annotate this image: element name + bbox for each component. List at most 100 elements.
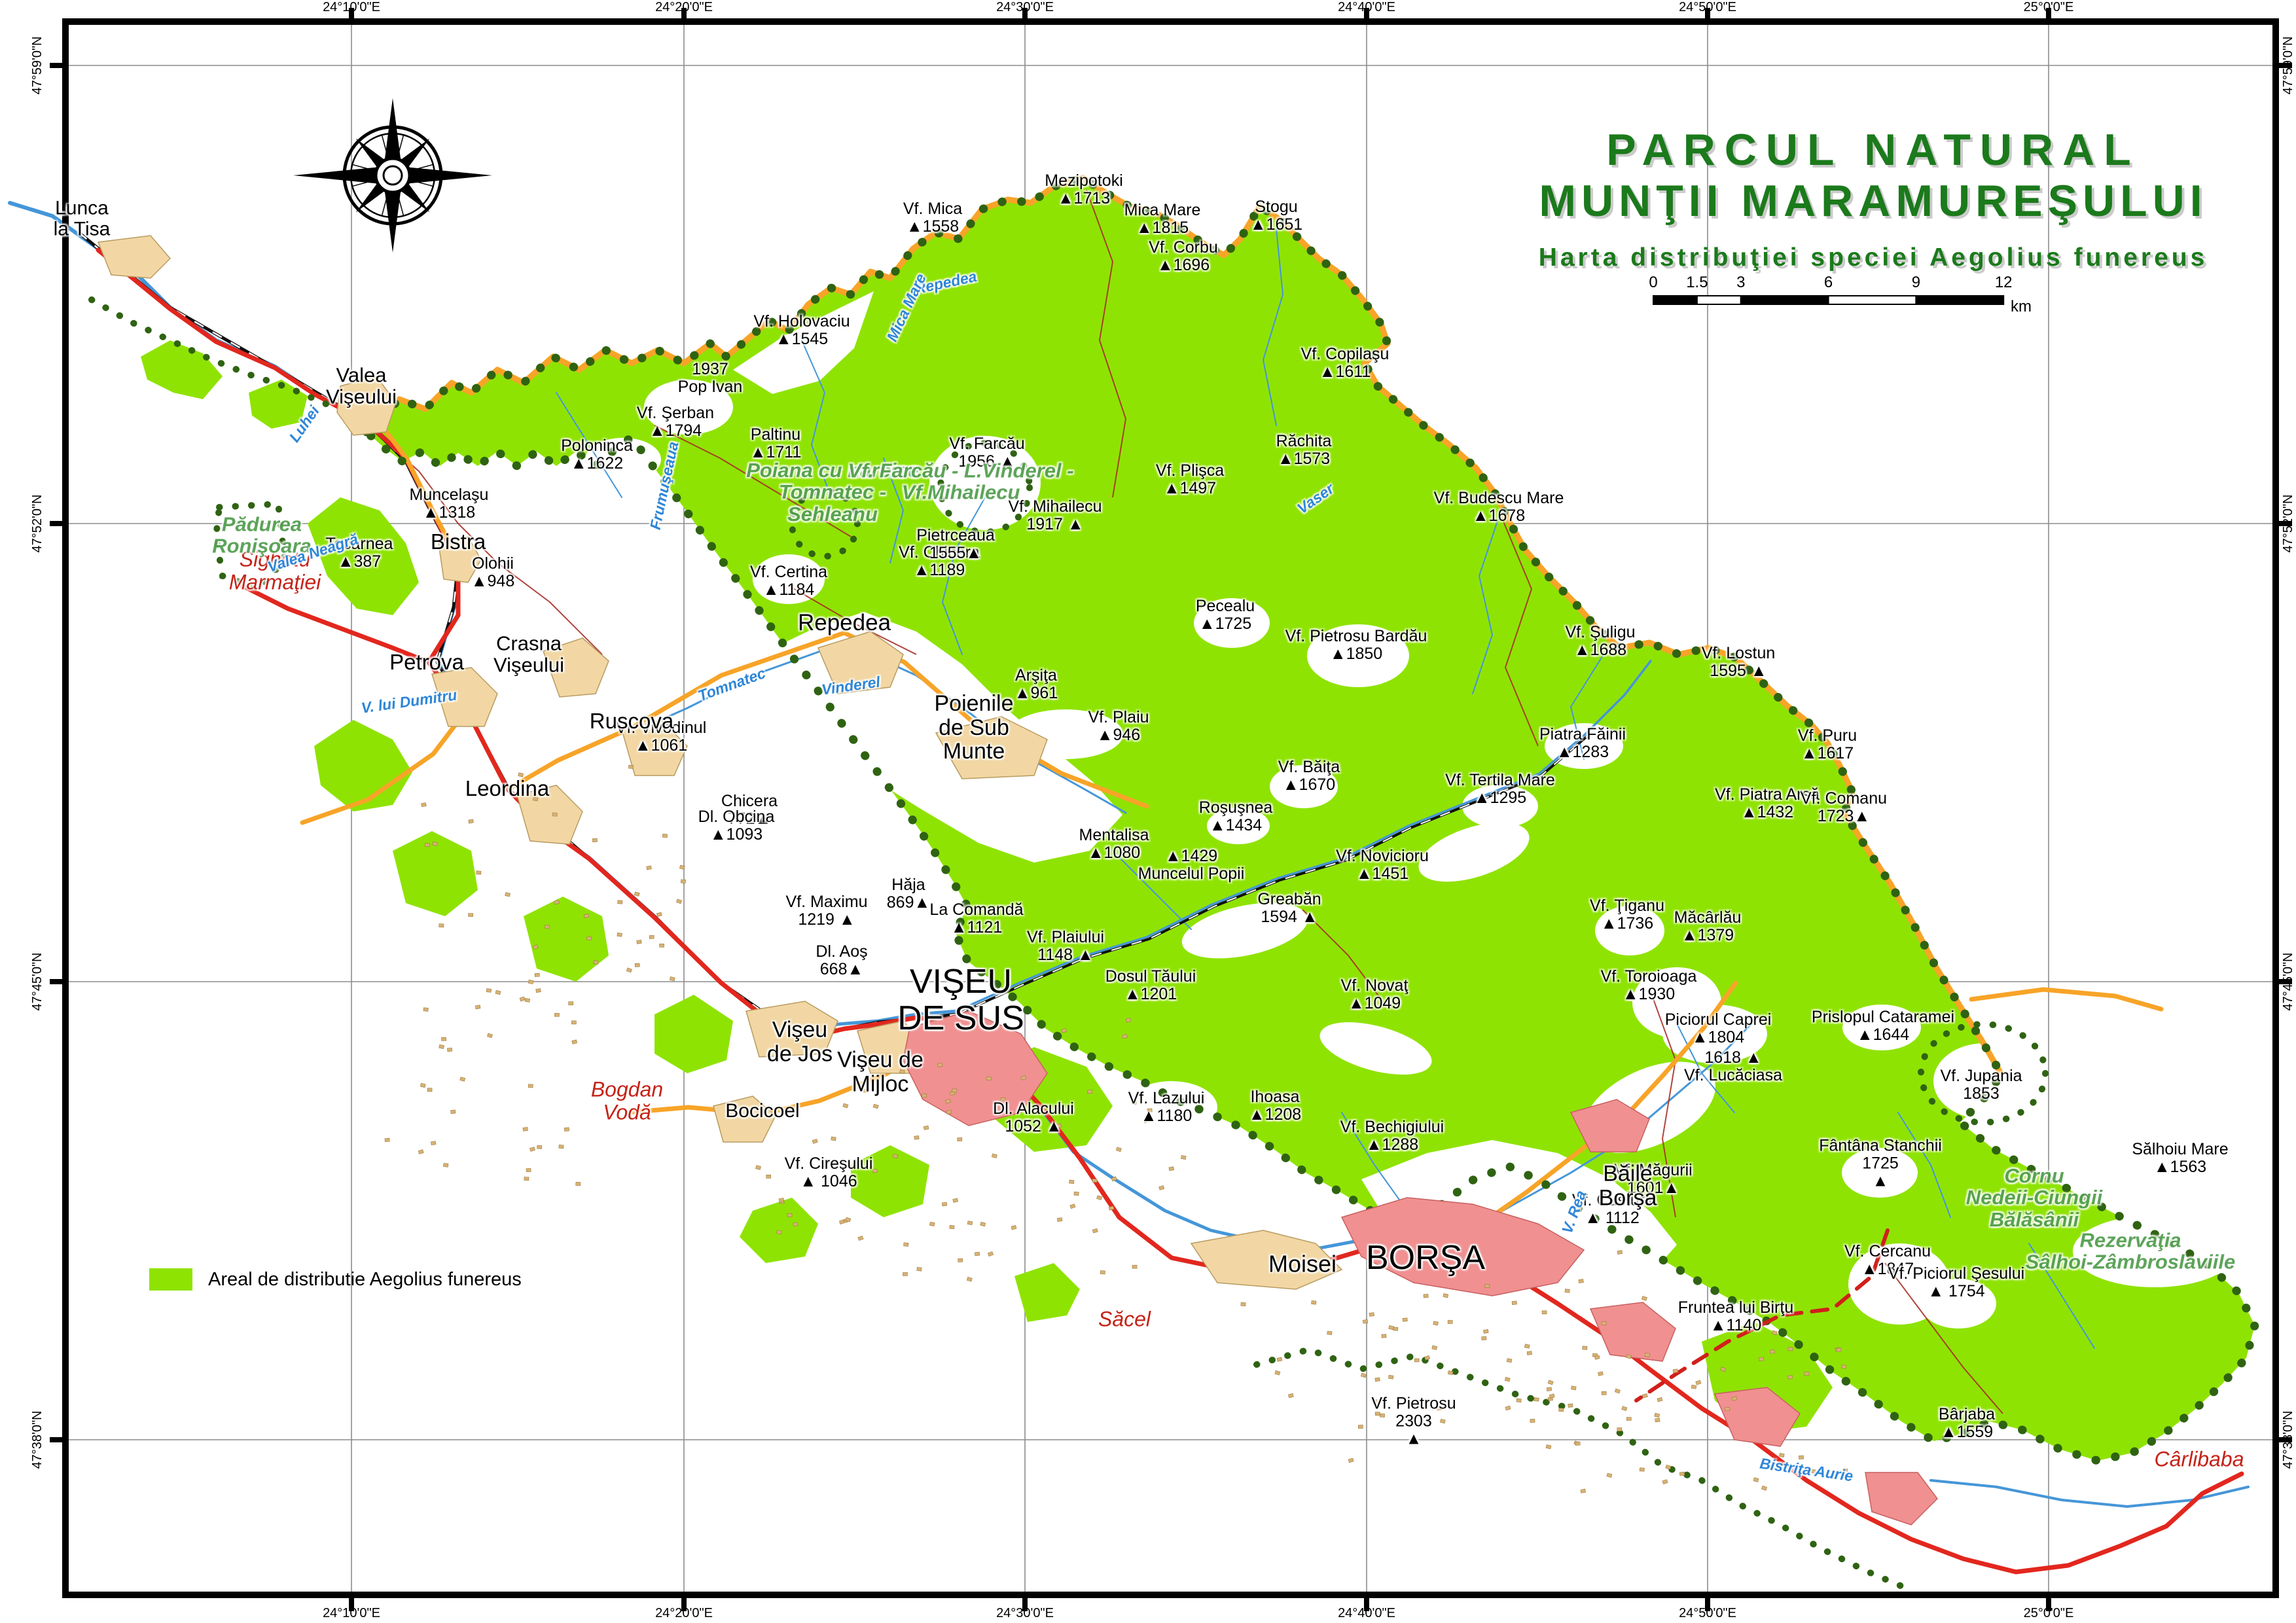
meridian-label-bottom: 24°50'0"E bbox=[1679, 1606, 1736, 1621]
peak-label: Vf. Corbu ▲1696 bbox=[1149, 238, 1218, 274]
peak-label: Vf. Tertila Mare ▲1295 bbox=[1445, 771, 1555, 807]
peak-label: Arşiţa ▲961 bbox=[1014, 666, 1058, 702]
peak-label: Vf. Plişca ▲1497 bbox=[1155, 461, 1225, 497]
peak-label: Pietrceaua 1555▲ bbox=[916, 526, 995, 562]
external-place-label: Sighetu Marmaţiei bbox=[228, 547, 321, 594]
peak-label: Mentalisa ▲1080 bbox=[1079, 826, 1149, 862]
peak-label: Vf. Vivodinul ▲1061 bbox=[615, 719, 707, 755]
scale-unit-label: km bbox=[2011, 298, 2032, 315]
peak-label: Vf. Custurii ▲ 1112 bbox=[1571, 1191, 1653, 1227]
scale-bar bbox=[1653, 295, 2005, 305]
parallel-label-left: 47°59'0"N bbox=[30, 36, 45, 95]
settlement-label: Repedea bbox=[797, 610, 891, 636]
meridian-label-bottom: 24°10'0"E bbox=[323, 1606, 380, 1621]
meridian-label-top: 25°0'0"E bbox=[2023, 0, 2074, 15]
boundary-red-dashed bbox=[1634, 1228, 1890, 1402]
settlement-label: Leordina bbox=[465, 776, 550, 801]
reserve-label: Vf. Farcău - L.Vinderel - Vf.Mihailecu bbox=[848, 459, 1074, 504]
parallel-label-right: 47°38'0"N bbox=[2281, 1410, 2296, 1469]
peak-label: Vf. Băiţa ▲1670 bbox=[1278, 758, 1340, 794]
frame-ticks bbox=[50, 8, 2292, 1611]
peak-label: Stogu ▲1651 bbox=[1249, 198, 1303, 234]
peak-label: Dosul Tăului ▲1201 bbox=[1105, 967, 1196, 1003]
peak-label: 1937 Pop Ivan bbox=[677, 360, 743, 396]
scale-tick-label: 1.5 bbox=[1686, 274, 1708, 292]
peak-label: Pecealu ▲1725 bbox=[1195, 597, 1255, 633]
meridian-label-bottom: 25°0'0"E bbox=[2023, 1606, 2074, 1621]
peak-label: Vf. Cercanu ▲1847 bbox=[1844, 1242, 1931, 1278]
meridian-label-bottom: 24°20'0"E bbox=[655, 1606, 713, 1621]
legend-label: Areal de distributie Aegolius funereus bbox=[208, 1268, 522, 1290]
compass-rose bbox=[293, 98, 492, 253]
peak-label: Roşuşnea ▲1434 bbox=[1198, 798, 1273, 834]
peak-label: Vf. Ţiganu ▲1736 bbox=[1590, 897, 1664, 933]
peak-label: ▲1429 Muncelul Popii bbox=[1138, 847, 1245, 883]
peak-label: Vf. Novaţ ▲1049 bbox=[1340, 976, 1408, 1012]
peak-label: Vf. Mica ▲1558 bbox=[903, 200, 963, 236]
peak-label: Răchita ▲1573 bbox=[1276, 432, 1332, 468]
scale-tick-label: 6 bbox=[1823, 274, 1833, 292]
map-title-block: PARCUL NATURAL MUNŢII MARAMUREŞULUI Hart… bbox=[1539, 124, 2208, 272]
boundary-orange bbox=[364, 175, 2004, 1077]
peak-label: Vf. Comanu 1723▲ bbox=[1800, 789, 1888, 825]
peak-label: Piciorul Caprei ▲1804 bbox=[1664, 1010, 1772, 1046]
peak-label: Vf. Şuligu ▲1688 bbox=[1565, 623, 1636, 659]
peak-label: Ihoasa ▲1208 bbox=[1248, 1088, 1302, 1124]
park-title-line2: MUNŢII MARAMUREŞULUI bbox=[1539, 176, 2208, 226]
habitat-main-polygon bbox=[367, 178, 2255, 1461]
peak-label: Vf. Lostun 1595 ▲ bbox=[1701, 644, 1776, 680]
peak-label: Vf. Bechigiului ▲1288 bbox=[1340, 1118, 1444, 1154]
peak-label: Dl. Alacului 1052 ▲ bbox=[993, 1099, 1074, 1135]
reserve-label: Poiana cu narcise Tomnatec - Sehleanu bbox=[746, 458, 919, 526]
boundary-dots bbox=[362, 173, 2259, 1465]
external-place-label: Săcel bbox=[1098, 1307, 1151, 1331]
peak-label: Mica Mare ▲1815 bbox=[1124, 201, 1201, 237]
settlement-label: Crasna Vişeului bbox=[493, 632, 565, 677]
peak-label: Chicera 772▲ bbox=[721, 792, 778, 828]
peak-label: Măcârlău ▲1379 bbox=[1674, 908, 1742, 944]
peak-label: Vf. Plaiului 1148 ▲ bbox=[1026, 928, 1105, 964]
peak-label: Prislopul Cataramei ▲1644 bbox=[1811, 1008, 1955, 1044]
trails bbox=[366, 189, 2003, 1414]
scale-tick-label: 3 bbox=[1736, 274, 1746, 292]
peak-label: Vf. Lazului ▲1180 bbox=[1128, 1089, 1205, 1125]
reserve-label: Pădurea Ronişoara bbox=[212, 512, 312, 558]
peak-label: Vf. Piatra Arsă ▲1432 bbox=[1715, 785, 1820, 821]
peak-label: Vf. Farcău 1956 ▲ bbox=[949, 435, 1025, 471]
peak-label: Piatra Făinii ▲1283 bbox=[1539, 725, 1626, 761]
meridian-label-top: 24°20'0"E bbox=[655, 0, 713, 15]
meridian-label-top: 24°30'0"E bbox=[996, 0, 1054, 15]
settlement-label: Bocicoel bbox=[725, 1099, 800, 1122]
peak-label: Dl. Aoş 668▲ bbox=[816, 942, 868, 978]
peak-label: Vf. Jupania 1853 bbox=[1940, 1067, 2022, 1103]
peak-label: Vf. Toroioaga ▲1930 bbox=[1600, 967, 1697, 1003]
parallel-label-right: 47°52'0"N bbox=[2281, 494, 2296, 553]
parallel-label-right: 47°59'0"N bbox=[2281, 36, 2296, 95]
settlement-areas bbox=[97, 235, 1938, 1525]
settlement-label: Ruscova bbox=[589, 709, 674, 734]
peak-label: Dl. Obcina ▲1093 bbox=[698, 808, 775, 844]
meridian-label-bottom: 24°40'0"E bbox=[1338, 1606, 1395, 1621]
peak-label: La Comandă ▲1121 bbox=[929, 901, 1024, 936]
peak-label: Vf. Mihailecu 1917 ▲ bbox=[1008, 497, 1102, 533]
scale-tick-label: 12 bbox=[1994, 274, 2013, 292]
peak-label: Vf. Holovaciu ▲1545 bbox=[753, 312, 850, 348]
scale-tick-label: 0 bbox=[1649, 274, 1658, 292]
settlement-label: Poienile de Sub Munte bbox=[934, 690, 1014, 764]
peak-label: Fruntea lui Birţu ▲1140 bbox=[1677, 1298, 1794, 1334]
peak-label: Olohii ▲948 bbox=[471, 554, 515, 590]
external-place-label: Cârlibaba bbox=[2154, 1447, 2244, 1471]
peak-label: Vf. Plaiu ▲946 bbox=[1088, 708, 1149, 744]
meridian-label-bottom: 24°30'0"E bbox=[996, 1606, 1054, 1621]
peak-label: Vf. Budescu Mare ▲1678 bbox=[1433, 489, 1564, 525]
park-boundary bbox=[88, 173, 2259, 1594]
peak-label: Vf. Chicera ▲1189 bbox=[899, 543, 980, 579]
peak-label: Vf. Măgurii 1601▲ bbox=[1614, 1161, 1693, 1197]
scale-tick-label: 9 bbox=[1911, 274, 1921, 292]
external-place-label: Bogdan Vodă bbox=[590, 1077, 664, 1124]
parallel-label-left: 47°45'0"N bbox=[30, 952, 45, 1011]
meridian-label-top: 24°10'0"E bbox=[323, 0, 380, 15]
peak-label: Vf. Copilaşu ▲1611 bbox=[1300, 345, 1390, 381]
peak-label: Vf. Pietrosu Bardău ▲1850 bbox=[1285, 627, 1427, 663]
peak-label: Vf. Certina ▲1184 bbox=[749, 563, 828, 599]
